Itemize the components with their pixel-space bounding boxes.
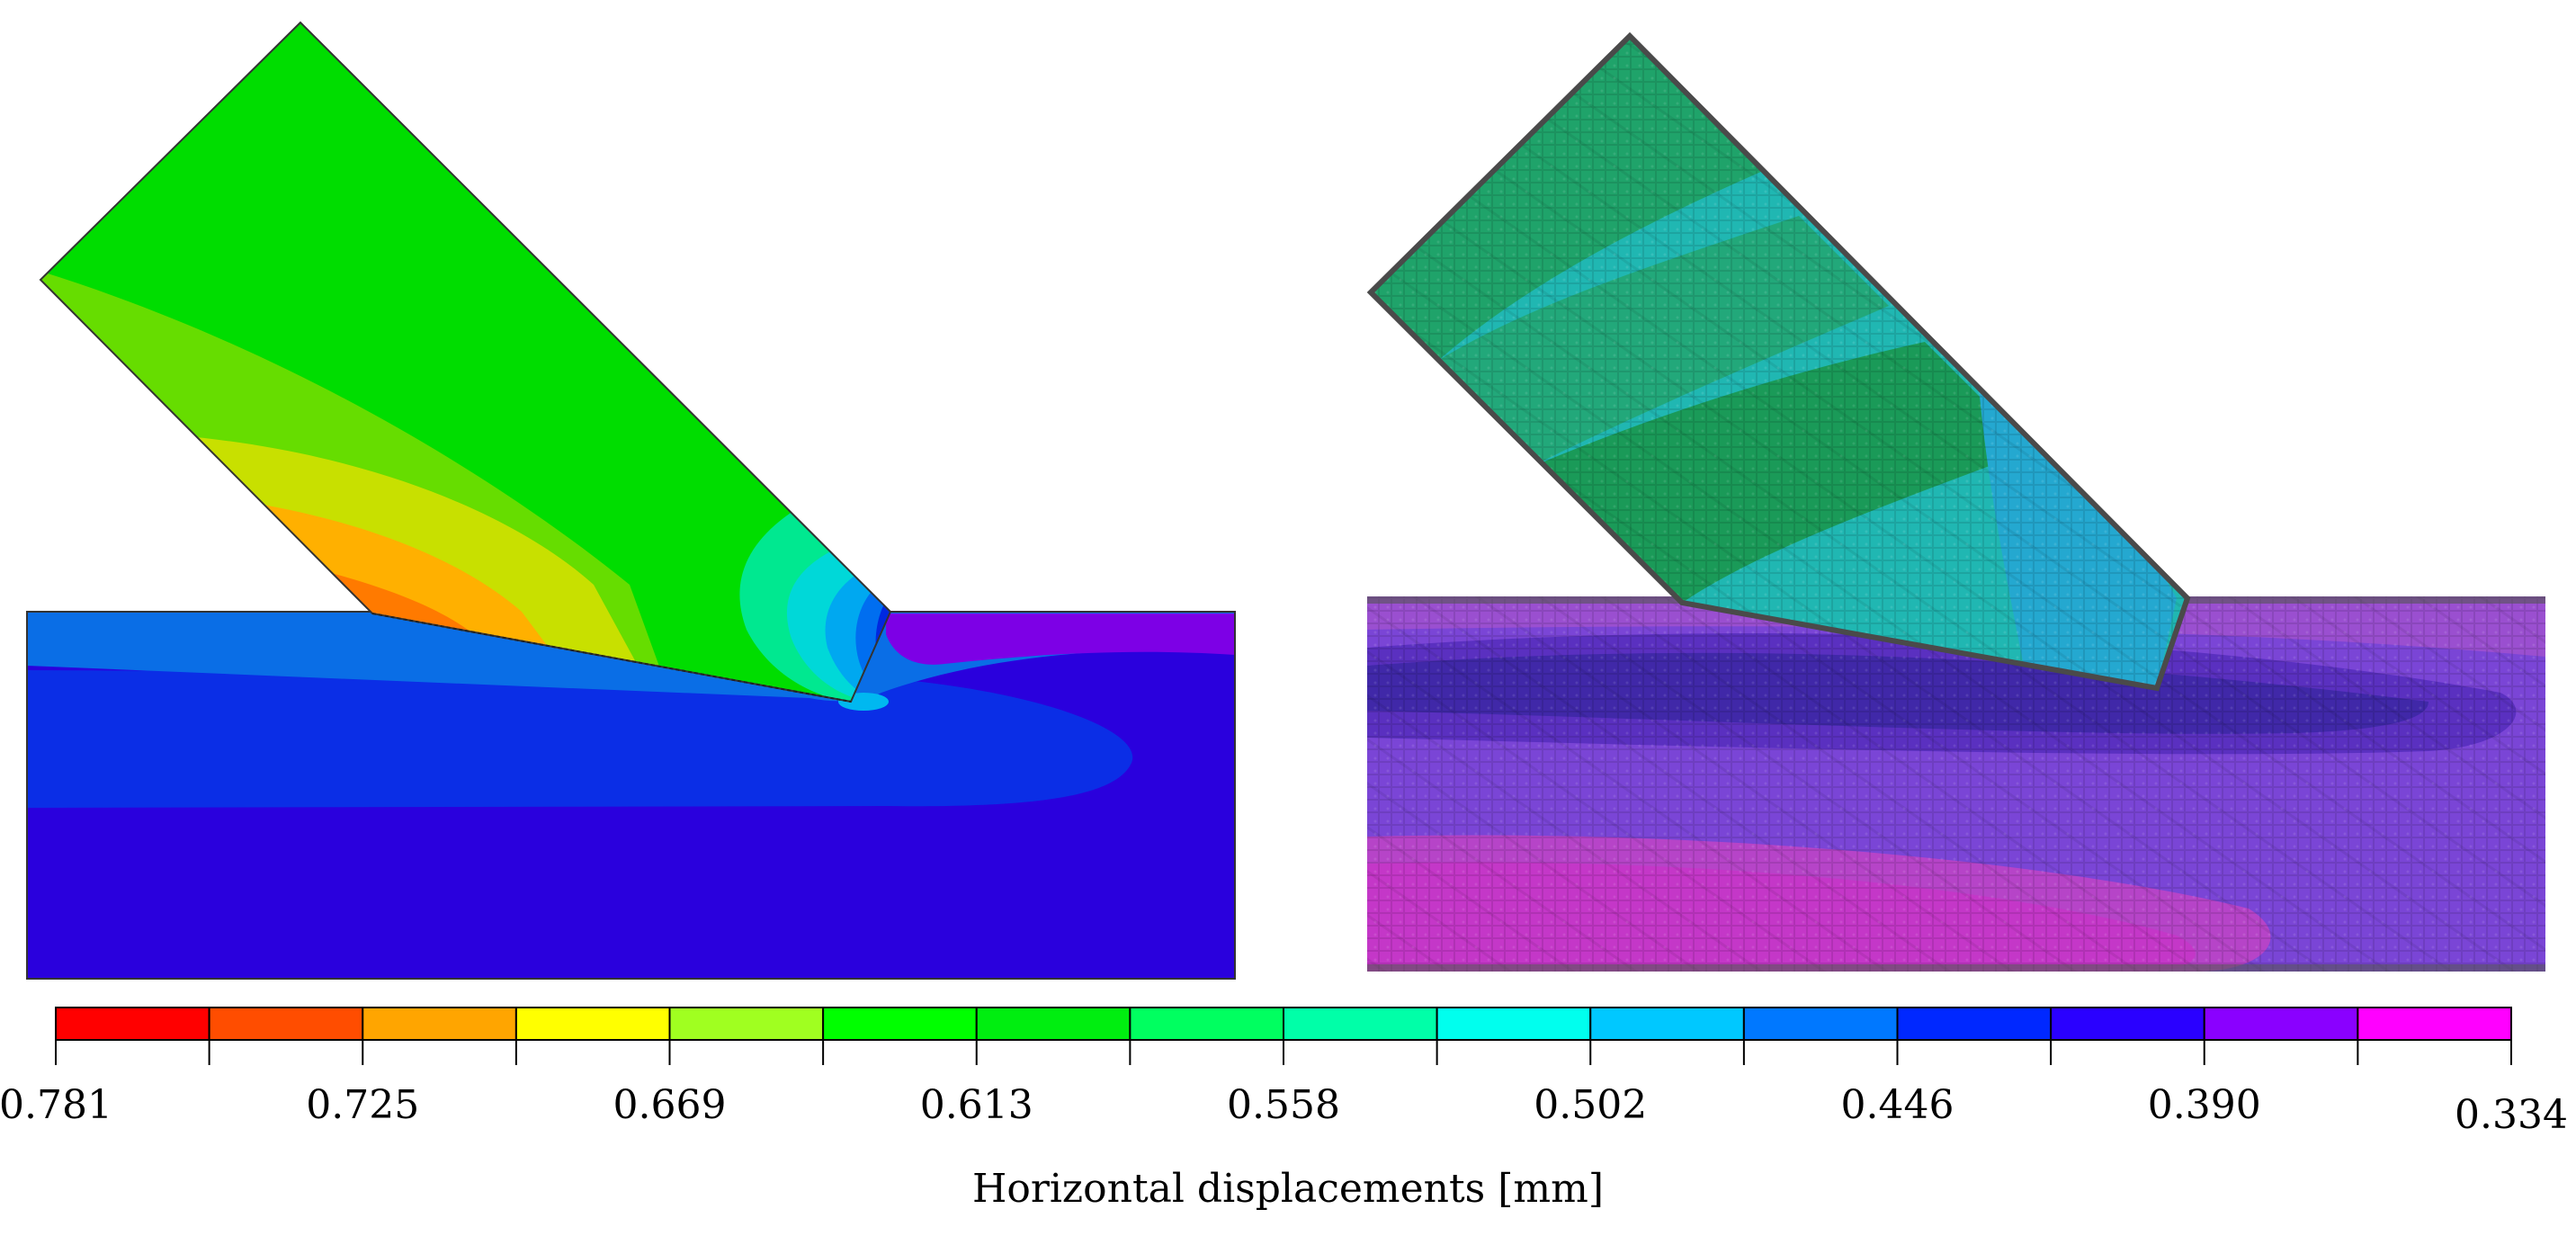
legend-tick-label: 0.390 [2148,1082,2261,1128]
legend-swatches [55,1007,2512,1041]
legend-tick-label: 0.725 [306,1082,419,1128]
legend-title: Horizontal displacements [mm] [972,1166,1604,1212]
legend-ticks [55,1040,2512,1065]
legend-tick-label: 0.446 [1841,1082,1954,1128]
legend-tick-label: 0.558 [1227,1082,1340,1128]
fem-model [26,21,1236,980]
dic-brace-outline [1366,31,2191,692]
legend-swatch [1589,1007,1745,1041]
fem-chord [27,612,1235,979]
legend-swatch [1896,1007,2053,1041]
legend-swatch [975,1007,1131,1041]
legend-swatch [1129,1007,1284,1041]
legend-tick-label: 0.502 [1534,1082,1647,1128]
fem-weld-line [371,613,852,703]
legend-swatch [208,1007,364,1041]
legend-swatch [362,1007,517,1041]
legend-swatch [1283,1007,1438,1041]
legend-swatch [514,1007,671,1041]
legend-tick-label: 0.669 [613,1082,727,1128]
dic-chord [1367,596,2545,972]
legend-swatch [1436,1007,1592,1041]
legend-tick-label: 0.613 [920,1082,1033,1128]
dic-measurement [1366,31,2545,972]
legend-swatch [55,1007,210,1041]
legend-labels: 0.781 0.725 0.669 0.613 0.558 0.502 0.446 0.390… [0,1082,2568,1138]
legend-tick-label: 0.334 [2455,1092,2568,1138]
legend-swatch [2203,1007,2359,1041]
legend-swatch [822,1007,978,1041]
legend-swatch [2357,1007,2512,1041]
legend-swatch [1742,1007,1899,1041]
legend-tick-label: 0.781 [0,1082,112,1128]
legend-swatch [2050,1007,2205,1041]
color-legend: 0.781 0.725 0.669 0.613 0.558 0.502 0.446 0.390… [0,1007,2568,1212]
fem-brace-outline [39,21,892,703]
legend-swatch [668,1007,825,1041]
